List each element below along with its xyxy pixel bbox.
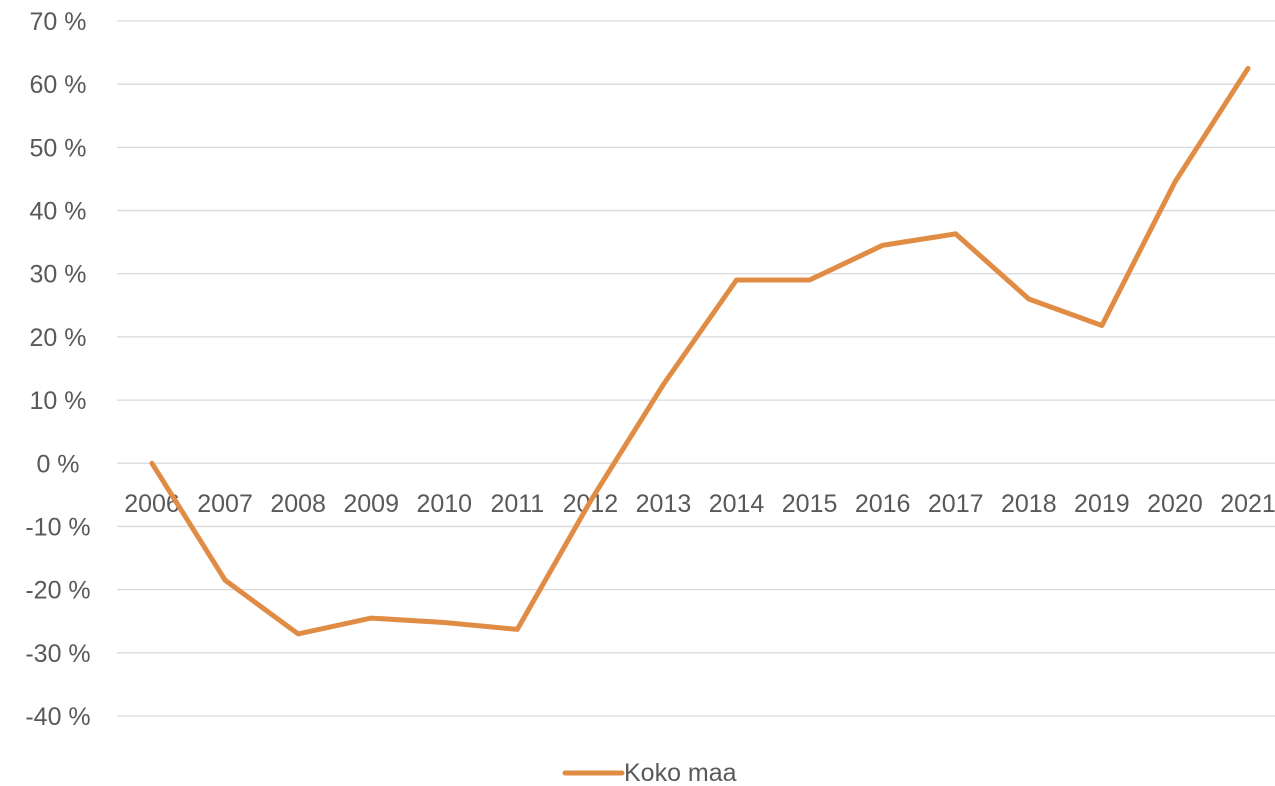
- x-tick-label: 2021: [1220, 490, 1275, 518]
- gridlines: [117, 20, 1275, 717]
- x-tick-label: 2018: [1001, 490, 1057, 518]
- y-tick-label: 20 %: [30, 324, 87, 352]
- y-tick-label: 60 %: [30, 71, 87, 99]
- y-tick-label: 0 %: [36, 450, 79, 478]
- x-tick-label: 2015: [782, 490, 838, 518]
- legend-label: Koko maa: [624, 759, 737, 786]
- x-tick-label: 2007: [197, 490, 253, 518]
- y-tick-label: -30 %: [25, 640, 90, 668]
- x-tick-label: 2014: [709, 490, 765, 518]
- x-tick-label: 2017: [928, 490, 984, 518]
- legend: Koko maa: [562, 759, 737, 786]
- y-tick-label: -40 %: [25, 703, 90, 731]
- x-tick-label: 2019: [1074, 490, 1130, 518]
- y-tick-label: -10 %: [25, 513, 90, 541]
- x-tick-label: 2013: [636, 490, 692, 518]
- x-tick-label: 2008: [270, 490, 326, 518]
- y-tick-label: 30 %: [30, 261, 87, 289]
- series-line: [149, 65, 1251, 637]
- y-tick-label: 50 %: [30, 134, 87, 162]
- x-tick-label: 2010: [416, 490, 472, 518]
- y-tick-label: 40 %: [30, 198, 87, 226]
- y-tick-label: -20 %: [25, 577, 90, 605]
- y-tick-label: 10 %: [30, 387, 87, 415]
- x-axis-tick-labels: 2006 2007 2008 2009 2010 2011 2012 2013 2014 2015…: [124, 490, 1275, 518]
- x-tick-label: 2009: [343, 490, 399, 518]
- x-tick-label: 2016: [855, 490, 911, 518]
- x-tick-label: 2020: [1147, 490, 1203, 518]
- y-tick-label: 70 %: [30, 8, 87, 36]
- y-axis-tick-labels: 70 % 60 % 50 % 40 % 30 % 20 % 10 % 0 % -10 % -20 …: [25, 8, 90, 731]
- x-tick-label: 2011: [490, 490, 544, 518]
- series-lines: [149, 65, 1251, 637]
